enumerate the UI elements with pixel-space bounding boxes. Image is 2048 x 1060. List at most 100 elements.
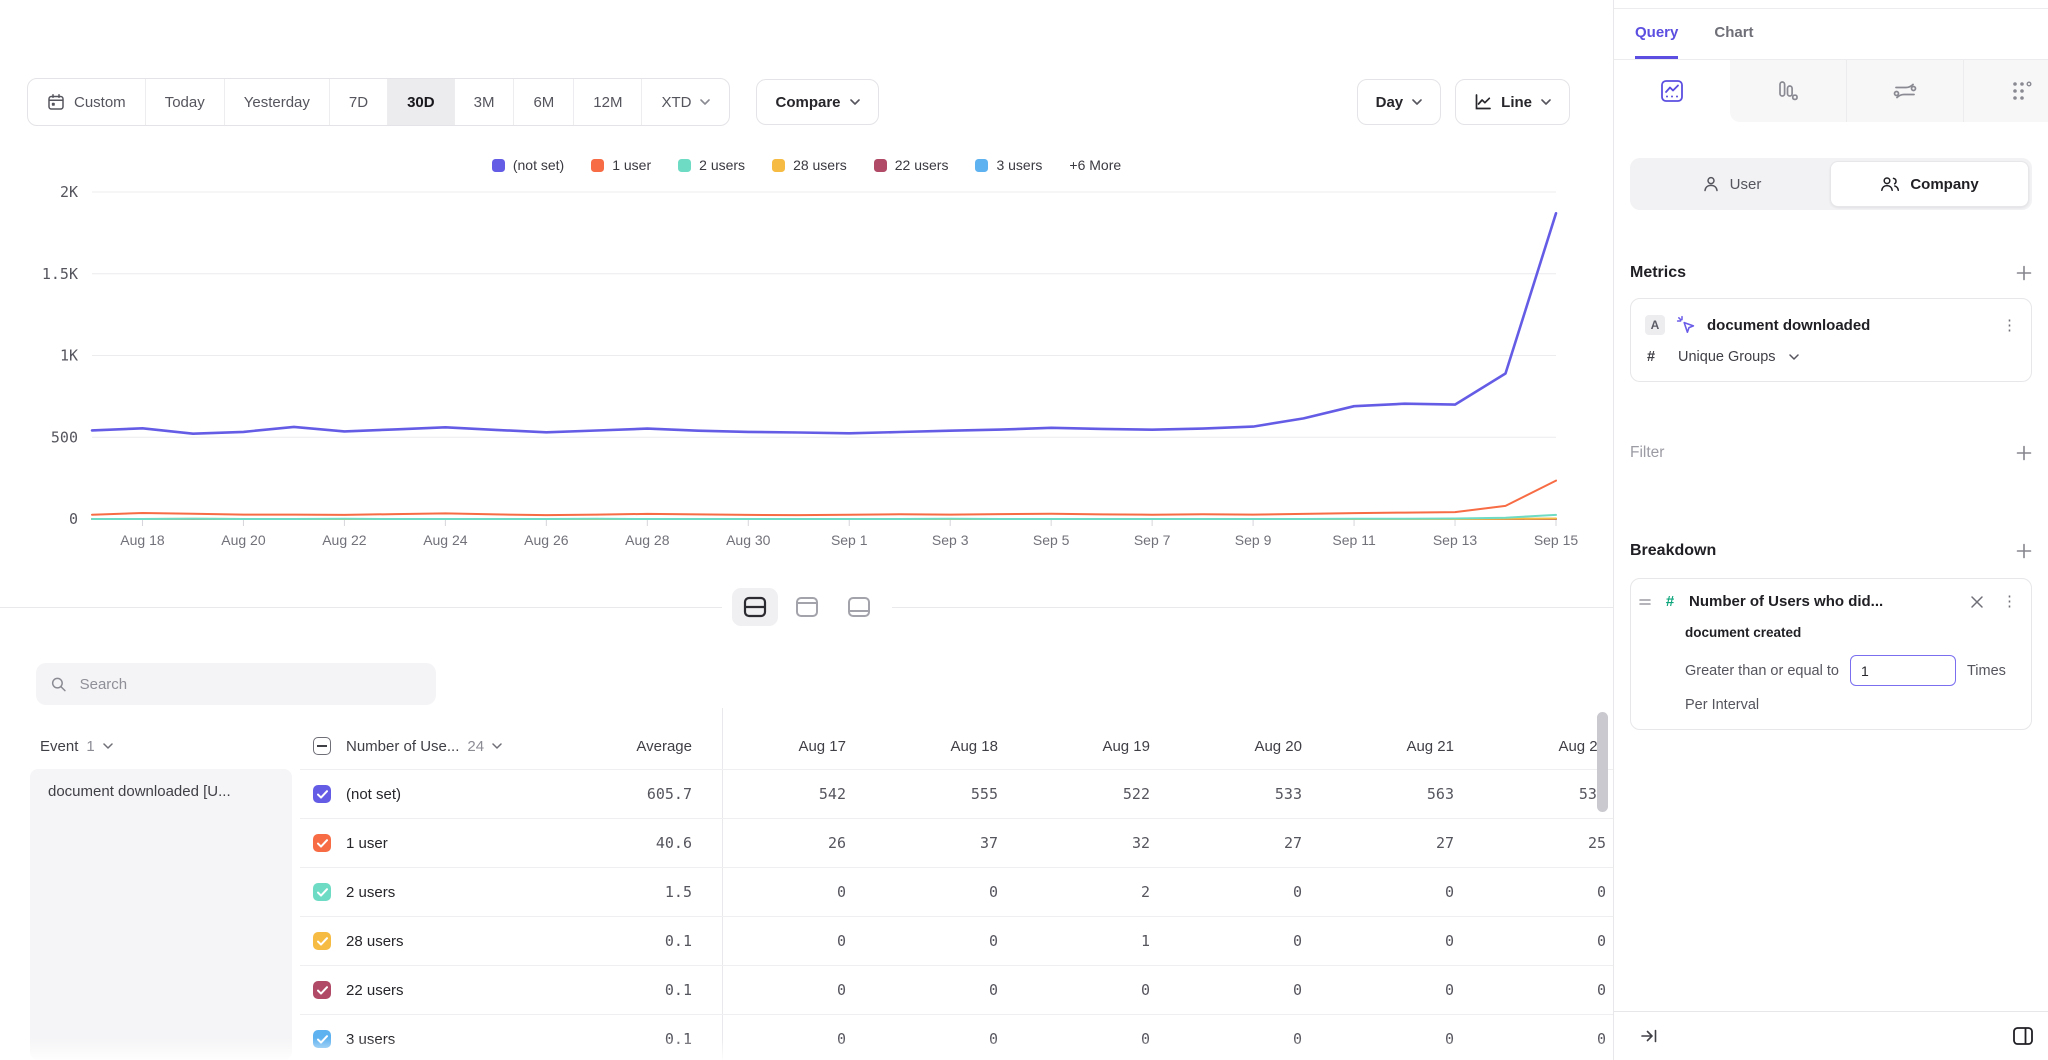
add-metric-button[interactable] <box>2016 265 2032 281</box>
side-panel-toggle-button[interactable] <box>2012 1026 2034 1046</box>
select-all-checkbox[interactable] <box>313 737 331 755</box>
series-checkbox[interactable] <box>313 981 331 999</box>
svg-text:Aug 26: Aug 26 <box>524 532 569 548</box>
line-chart[interactable]: 0 500 1K 1.5K 2K Aug 18 Aug 20 Aug 22 Aug 24 Aug … <box>0 130 1613 560</box>
compare-label: Compare <box>775 93 841 111</box>
cell-value: 2 <box>1140 883 1150 901</box>
legend-item[interactable]: 22 users <box>873 157 948 173</box>
date-column-header[interactable]: Aug 20 <box>1254 737 1302 755</box>
layout-chart-button[interactable] <box>784 588 830 626</box>
range-6m[interactable]: 6M <box>513 79 573 125</box>
table-row[interactable]: 28 users 0.1 0 0 1 0 0 0 <box>300 916 1613 965</box>
interval-label: Day <box>1375 93 1404 111</box>
date-column-header[interactable]: Aug 17 <box>798 737 846 755</box>
svg-text:Aug 20: Aug 20 <box>221 532 266 548</box>
chart-type-line-button[interactable] <box>1614 60 1730 122</box>
main-area: Custom Today Yesterday 7D 30D 3M 6M 12M XTD Comp… <box>0 78 1613 1060</box>
legend-item[interactable]: 3 users <box>975 157 1042 173</box>
svg-text:Sep 13: Sep 13 <box>1433 532 1478 548</box>
user-icon <box>1703 176 1718 192</box>
range-3m[interactable]: 3M <box>453 79 514 125</box>
layout-split-button[interactable] <box>731 588 778 626</box>
series-checkbox[interactable] <box>313 1030 331 1048</box>
series-checkbox[interactable] <box>313 883 331 901</box>
event-column-label: Event <box>40 737 79 755</box>
chart-type-grid-button[interactable] <box>1963 60 2048 122</box>
event-name-rail[interactable]: document downloaded [U... <box>30 769 292 1060</box>
breakdown-unit-label: Times <box>1966 662 2006 679</box>
cell-value: 0 <box>988 981 998 999</box>
chart-type-flow-button[interactable] <box>1846 60 1963 122</box>
legend-more[interactable]: +6 More <box>1069 157 1122 173</box>
table-row[interactable]: 2 users 1.5 0 0 2 0 0 0 <box>300 867 1613 916</box>
interval-dropdown[interactable]: Day <box>1356 79 1442 125</box>
add-breakdown-button[interactable] <box>2016 543 2032 559</box>
search-input[interactable] <box>77 674 421 694</box>
legend-item[interactable]: (not set) <box>491 157 564 173</box>
svg-text:2K: 2K <box>60 183 78 201</box>
event-column-header[interactable]: Event 1 <box>0 738 300 755</box>
table-row[interactable]: 1 user 40.6 26 37 32 27 27 25 <box>300 818 1613 867</box>
collapse-panel-button[interactable] <box>1640 1028 1658 1044</box>
series-checkbox[interactable] <box>313 834 331 852</box>
legend-swatch <box>678 158 692 172</box>
company-users-icon <box>1881 177 1900 192</box>
range-xtd[interactable]: XTD <box>641 79 729 125</box>
add-filter-button[interactable] <box>2016 445 2032 461</box>
table-row[interactable]: (not set) 605.7 542 555 522 533 563 530 <box>300 769 1613 818</box>
range-12m[interactable]: 12M <box>573 79 641 125</box>
range-7d[interactable]: 7D <box>328 79 387 125</box>
table-row[interactable]: 22 users 0.1 0 0 0 0 0 0 <box>300 965 1613 1014</box>
breakdown-per-interval-label[interactable]: Per Interval <box>1685 697 1760 713</box>
chart-type-bar-button[interactable] <box>1730 60 1846 122</box>
query-panel: Query Chart User Company <box>1613 0 2048 1060</box>
table-row[interactable]: 3 users 0.1 0 0 0 0 0 0 <box>300 1014 1613 1060</box>
metric-kebab-icon[interactable]: ⋮ <box>2002 316 2017 334</box>
date-column-header[interactable]: Aug 18 <box>950 737 998 755</box>
times-value-input[interactable] <box>1849 655 1956 686</box>
close-icon[interactable] <box>1970 595 1984 609</box>
date-column-header[interactable]: Aug 19 <box>1102 737 1150 755</box>
cell-value: 0 <box>1292 981 1302 999</box>
metrics-section-header: Metrics <box>1630 264 2032 282</box>
range-30d[interactable]: 30D <box>387 79 454 125</box>
series-checkbox[interactable] <box>313 785 331 803</box>
compare-button[interactable]: Compare <box>756 79 879 125</box>
series-column-header[interactable]: Number of Use... 24 <box>346 738 516 755</box>
chart-type-dropdown[interactable]: Line <box>1455 79 1570 125</box>
average-column-header[interactable]: Average <box>636 737 692 755</box>
cell-value: 522 <box>1122 785 1150 803</box>
drag-handle-icon[interactable] <box>1639 597 1651 607</box>
breakdown-event-name[interactable]: document created <box>1685 625 1802 640</box>
layout-toggle-group <box>0 588 1613 626</box>
tab-query[interactable]: Query <box>1635 8 1679 59</box>
series-checkbox[interactable] <box>313 932 331 950</box>
date-column-header[interactable]: Aug 22 <box>1558 737 1606 755</box>
svg-text:Sep 9: Sep 9 <box>1235 532 1272 548</box>
scope-user-option[interactable]: User <box>1633 161 1830 207</box>
panel-columns-icon <box>2013 1027 2033 1045</box>
scope-company-option[interactable]: Company <box>1830 161 2029 207</box>
breakdown-condition-label[interactable]: Greater than or equal to <box>1685 662 1839 679</box>
legend-swatch <box>873 158 887 172</box>
table-scrollbar[interactable] <box>1597 712 1608 812</box>
table-rows: (not set) 605.7 542 555 522 533 563 530 1 user 40… <box>300 769 1613 1060</box>
layout-table-button[interactable] <box>836 588 882 626</box>
legend-item[interactable]: 2 users <box>678 157 745 173</box>
legend-item[interactable]: 28 users <box>772 157 847 173</box>
range-custom[interactable]: Custom <box>28 79 145 125</box>
filter-section-header: Filter <box>1630 444 2032 462</box>
range-today[interactable]: Today <box>144 79 224 125</box>
cell-value: 555 <box>970 785 998 803</box>
legend-item[interactable]: 1 user <box>591 157 651 173</box>
cell-value: 27 <box>1435 834 1454 852</box>
range-yesterday[interactable]: Yesterday <box>223 79 329 125</box>
date-column-header[interactable]: Aug 21 <box>1406 737 1454 755</box>
tab-chart[interactable]: Chart <box>1714 23 1754 41</box>
legend-swatch <box>591 158 605 172</box>
metric-measure-dropdown[interactable]: # Unique Groups <box>1645 349 2017 365</box>
breakdown-kebab-icon[interactable]: ⋮ <box>2002 593 2017 610</box>
cell-value: 26 <box>827 834 846 852</box>
metric-event-name[interactable]: document downloaded <box>1707 316 1871 334</box>
breakdown-card-title[interactable]: Number of Users who did... <box>1689 593 1884 610</box>
